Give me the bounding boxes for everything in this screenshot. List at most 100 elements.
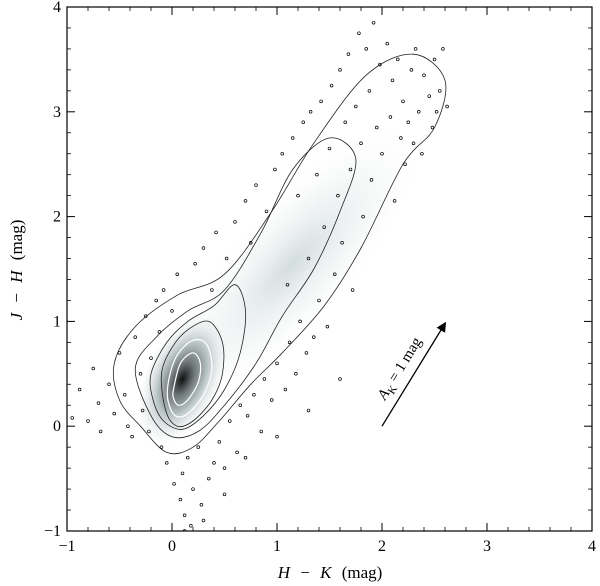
density-band: [167, 128, 418, 400]
scatter-point: [193, 262, 197, 266]
scatter-point: [401, 99, 405, 104]
scatter-point: [367, 89, 372, 93]
scatter-point: [392, 199, 397, 203]
scatter-point: [315, 172, 319, 177]
scatter-point: [191, 487, 195, 491]
scatter-point: [375, 125, 379, 130]
scatter-point: [364, 47, 369, 51]
scatter-point: [306, 256, 311, 261]
x-tick-label: −1: [58, 538, 75, 555]
scatter-point: [130, 434, 134, 439]
x-axis-title: H − K (mag): [277, 563, 383, 582]
scatter-point: [317, 298, 321, 303]
scatter-point: [390, 78, 395, 83]
scatter-point: [434, 110, 439, 114]
scatter-point: [178, 497, 183, 502]
scatter-point: [147, 429, 151, 434]
scatter-point: [275, 361, 279, 366]
scatter-point: [411, 141, 416, 145]
scatter-point: [298, 319, 302, 324]
scatter-point: [357, 31, 361, 35]
scatter-point: [210, 288, 214, 292]
y-tick-label: −1: [44, 523, 61, 540]
scatter-point: [235, 450, 239, 455]
contour-line: [160, 320, 225, 428]
scatter-point: [77, 387, 82, 392]
x-tick-label: 3: [483, 538, 491, 555]
scatter-point: [287, 340, 292, 345]
scatter-point: [238, 403, 243, 407]
scatter-point: [441, 47, 445, 51]
scatter-point: [285, 282, 290, 287]
reddening-arrow: [381, 321, 447, 427]
scatter-point: [243, 455, 248, 460]
scatter-point: [96, 401, 101, 405]
scatter-point: [338, 377, 342, 381]
scatter-point: [107, 382, 111, 387]
scatter-point: [308, 110, 313, 114]
scatter-point: [283, 387, 288, 392]
scatter-point: [199, 503, 204, 507]
scatter-point: [396, 57, 400, 62]
scatter-point: [369, 178, 374, 182]
y-tick-label: 4: [53, 0, 61, 16]
scatter-point: [301, 120, 306, 125]
scatter-point: [112, 411, 116, 416]
scatter-point: [273, 167, 277, 172]
contour-lines: [112, 53, 447, 455]
scatter-point: [296, 193, 300, 198]
x-axis: −1 0 1 2 3 4: [58, 7, 596, 555]
scatter-point: [319, 99, 323, 104]
scatter-point: [409, 68, 414, 72]
scatter-point: [361, 214, 365, 219]
x-tick-label: 1: [273, 538, 281, 555]
scatter-point: [432, 57, 437, 62]
scatter-point: [312, 335, 316, 339]
scatter-point: [406, 120, 411, 125]
scatter-point: [262, 377, 267, 381]
scatter-point: [228, 419, 232, 423]
scatter-point: [417, 110, 421, 114]
plot-frame: [66, 6, 593, 532]
scatter-point: [322, 225, 327, 229]
scatter-point: [201, 246, 206, 250]
scatter-point: [172, 482, 176, 486]
scatter-point: [126, 424, 130, 428]
scatter-point: [445, 104, 449, 109]
y-axis-title: J − H (mag): [7, 220, 26, 321]
density-shading: [137, 128, 418, 445]
scatter-point: [371, 20, 376, 25]
scatter-point: [340, 241, 344, 245]
scatter-point: [327, 146, 332, 151]
scatter-point: [252, 393, 256, 397]
scatter-point: [333, 272, 337, 276]
scatter-point: [329, 83, 334, 88]
scatter-point: [122, 393, 127, 397]
scatter-point: [350, 288, 355, 292]
scatter-point: [140, 408, 145, 413]
scatter-point: [343, 120, 348, 125]
scatter-point: [133, 335, 138, 339]
scatter-point: [117, 351, 122, 355]
scatter-point: [325, 324, 330, 329]
scatter-point: [354, 104, 358, 109]
scatter-point: [422, 73, 426, 77]
scatter-point: [427, 94, 432, 98]
scatter-point: [254, 183, 258, 187]
scatter-point: [385, 41, 390, 46]
scatter-point: [144, 314, 148, 318]
density-core: [137, 313, 228, 445]
scatter-point: [86, 419, 90, 423]
x-tick-label: 0: [168, 538, 176, 555]
contour-line: [134, 137, 357, 439]
scatter-point: [346, 52, 351, 56]
scatter-point: [388, 115, 393, 119]
scatter-point: [165, 461, 169, 465]
scatter-point: [338, 68, 342, 72]
scatter-point: [196, 445, 201, 449]
scatter-point: [98, 429, 103, 434]
contour-line: [172, 352, 202, 406]
scatter-point: [149, 356, 153, 360]
scatter-point: [243, 199, 248, 203]
